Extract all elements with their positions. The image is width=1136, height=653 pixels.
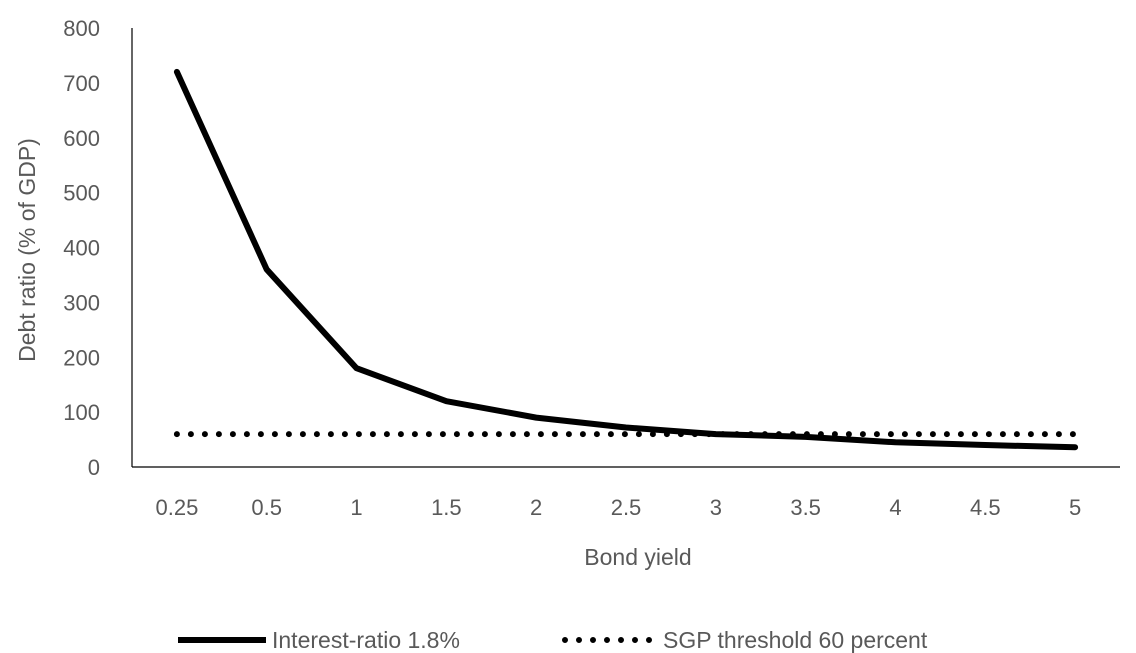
x-tick-label: 0.5: [251, 495, 282, 520]
y-tick-label: 500: [63, 181, 100, 206]
y-tick-label: 600: [63, 126, 100, 151]
x-tick-label: 4: [889, 495, 901, 520]
x-tick-label: 3: [710, 495, 722, 520]
y-tick-label: 800: [63, 16, 100, 41]
x-axis-title: Bond yield: [584, 544, 691, 570]
y-tick-label: 400: [63, 236, 100, 261]
x-tick-label: 4.5: [970, 495, 1001, 520]
y-tick-label: 700: [63, 71, 100, 96]
y-tick-label: 100: [63, 400, 100, 425]
y-tick-label: 0: [88, 455, 100, 480]
y-axis-title: Debt ratio (% of GDP): [14, 138, 40, 362]
x-tick-label: 3.5: [790, 495, 821, 520]
y-tick-label: 300: [63, 290, 100, 315]
x-axis-ticks: 0.25 0.5 1 1.5 2 2.5 3 3.5 4 4.5 5: [155, 495, 1081, 520]
x-tick-label: 1.5: [431, 495, 462, 520]
legend-label-interest-ratio: Interest-ratio 1.8%: [272, 627, 460, 653]
x-tick-label: 1: [350, 495, 362, 520]
series-layer: [173, 68, 1079, 451]
legend: Interest-ratio 1.8% SGP threshold 60 per…: [178, 627, 928, 653]
interest-ratio-line: [173, 68, 1079, 451]
x-tick-label: 2.5: [611, 495, 642, 520]
y-axis-ticks: 0 100 200 300 400 500 600 700 800: [63, 16, 100, 480]
x-tick-label: 2: [530, 495, 542, 520]
x-tick-label: 5: [1069, 495, 1081, 520]
legend-label-sgp-threshold: SGP threshold 60 percent: [663, 627, 928, 653]
x-tick-label: 0.25: [155, 495, 198, 520]
y-tick-label: 200: [63, 345, 100, 370]
